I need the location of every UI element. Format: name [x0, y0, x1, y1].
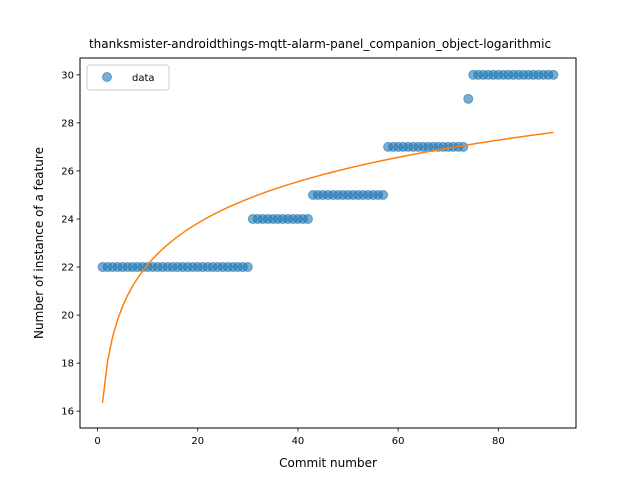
- plot-area: [97, 69, 559, 403]
- x-tick-label: 20: [191, 436, 204, 447]
- y-tick-label: 28: [61, 118, 74, 129]
- data-point: [378, 189, 389, 200]
- y-tick-label: 20: [61, 311, 74, 322]
- legend: data: [86, 64, 170, 91]
- y-tick-label: 18: [61, 359, 74, 370]
- y-tick-label: 22: [61, 263, 74, 274]
- legend-marker-data: [102, 72, 112, 82]
- x-tick-label: 80: [492, 436, 505, 447]
- legend-label-data: data: [132, 73, 155, 84]
- y-axis-label: Number of instance of a feature: [32, 147, 46, 339]
- y-tick-label: 30: [61, 70, 74, 81]
- y-tick-label: 16: [61, 407, 74, 418]
- axis-ticks: 0 20 40 60 80 16 18 20 22 24 26 28 30: [61, 70, 504, 447]
- x-axis-label: Commit number: [279, 456, 377, 470]
- data-point: [302, 213, 313, 224]
- y-tick-label: 26: [61, 166, 74, 177]
- data-point: [548, 69, 559, 80]
- data-point: [458, 141, 469, 152]
- data-point: [463, 93, 474, 104]
- data-point: [242, 262, 253, 273]
- x-tick-label: 40: [292, 436, 305, 447]
- x-tick-label: 0: [94, 436, 100, 447]
- legend-box: [86, 64, 170, 91]
- y-tick-label: 24: [61, 214, 74, 225]
- chart-title: thanksmister-androidthings-mqtt-alarm-pa…: [89, 37, 551, 51]
- plot-frame: [79, 57, 577, 429]
- fit-line: [101, 131, 554, 403]
- x-tick-label: 60: [392, 436, 405, 447]
